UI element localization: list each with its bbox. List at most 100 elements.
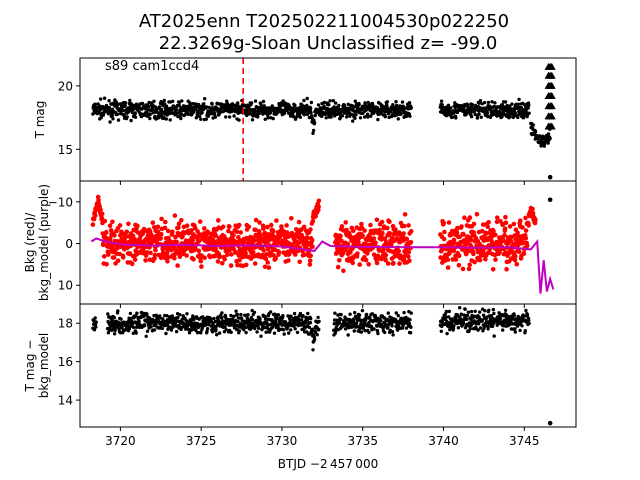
data-point [512,314,516,318]
data-point [93,213,98,218]
data-point [503,100,508,104]
data-point [478,326,483,330]
data-point [316,207,321,213]
series-tmag-segment-1 [438,97,531,120]
data-point [307,325,312,330]
chart-title-line-1: AT2025enn T202502211004530p022250 [139,11,509,32]
data-point [385,225,390,231]
data-point [246,313,250,317]
data-point [401,231,406,236]
data-point [162,98,166,103]
data-point [455,110,460,115]
data-point [446,103,451,108]
data-point [196,248,202,254]
data-point [292,324,296,328]
data-point [484,231,489,236]
data-point [363,329,367,333]
data-point [123,103,127,108]
data-point [250,249,256,255]
data-point [522,314,526,318]
data-point [276,313,281,317]
data-point [310,327,314,331]
data-point [337,258,342,263]
data-point [301,224,307,230]
data-point [236,319,240,324]
data-point [338,233,343,239]
data-point [110,107,115,112]
data-point [94,325,98,329]
data-point [252,261,258,266]
data-point [289,216,294,221]
data-point [259,334,263,338]
data-point [444,309,449,314]
x-tick-label: 3745 [509,434,540,448]
data-point [176,114,180,119]
data-point [353,99,357,103]
data-point [311,348,315,352]
data-point [112,233,117,238]
data-point [140,101,145,106]
data-point [271,116,275,121]
data-point [97,104,102,108]
data-point [273,312,277,316]
data-point [250,118,255,122]
data-point [150,220,156,225]
data-point [115,258,121,264]
data-point [492,334,496,338]
data-point [291,115,296,119]
data-point [99,97,103,101]
data-point [253,99,258,103]
data-point [128,98,132,103]
data-point [236,222,242,228]
data-point [508,115,512,119]
data-point [448,232,454,238]
data-point [327,103,331,107]
data-point [543,141,547,146]
data-point [317,327,321,332]
data-point [359,221,364,227]
data-point [274,320,278,324]
data-point [265,224,270,230]
data-point [463,307,467,311]
data-point [305,103,309,108]
data-point [204,117,208,121]
data-point [128,311,133,316]
data-point [350,104,355,108]
data-point [352,317,356,321]
data-point [197,114,202,118]
data-point [296,219,302,225]
data-point [112,332,117,336]
data-point [340,250,346,256]
data-point [310,219,316,224]
data-point [279,319,284,323]
data-point [168,247,174,253]
data-point [251,238,257,243]
data-point [282,111,287,115]
data-point [148,112,152,117]
data-point [516,102,520,107]
data-point [455,225,460,231]
data-point [232,114,236,118]
data-point [481,313,486,317]
data-point [91,216,97,222]
y-tick-label: 0 [65,237,73,251]
data-point [369,114,373,118]
data-point [302,98,306,103]
chart-title-line-2: 22.3269g-Sloan Unclassified z= -99.0 [159,33,498,54]
data-point [444,315,448,319]
data-point [268,222,274,228]
data-point [253,217,259,223]
data-point [459,224,464,229]
data-point [360,308,365,313]
data-point [307,258,313,263]
data-point [386,325,390,330]
data-point [368,315,372,319]
data-point [157,116,161,120]
data-point [375,329,380,333]
data-point [169,328,174,332]
data-point [518,218,523,223]
data-point [514,262,520,267]
data-point [199,331,203,335]
data-point [397,261,402,266]
data-point [202,226,207,231]
